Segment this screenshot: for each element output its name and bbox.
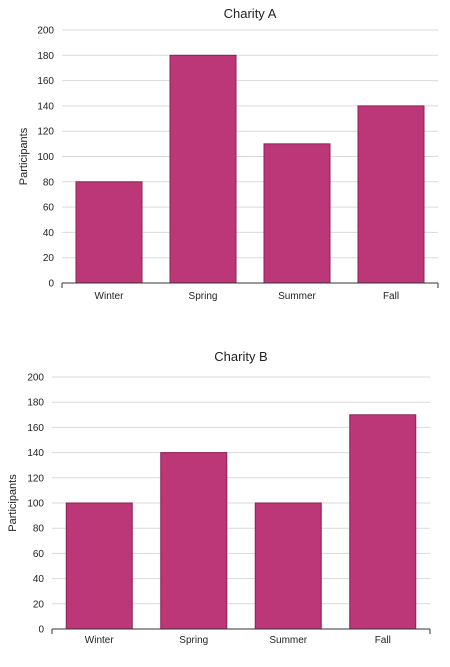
y-tick-label: 20 [33, 599, 45, 610]
x-tick-label: Fall [383, 291, 399, 302]
y-axis-label: Participants [7, 474, 19, 532]
x-tick-label: Spring [179, 635, 208, 646]
x-tick-label: Summer [278, 291, 316, 302]
y-tick-label: 200 [27, 373, 44, 384]
x-tick-label: Winter [95, 291, 125, 302]
y-tick-label: 80 [43, 177, 55, 188]
x-tick-label: Spring [189, 291, 218, 302]
y-tick-label: 100 [27, 499, 44, 510]
bar-spring [169, 54, 237, 284]
chart-title: Charity A [224, 6, 277, 21]
y-tick-label: 80 [33, 524, 45, 535]
y-tick-label: 140 [27, 448, 44, 459]
y-tick-label: 40 [33, 574, 45, 585]
bar-fall [357, 105, 425, 284]
bar-spring [160, 452, 228, 630]
y-tick-label: 180 [27, 398, 44, 409]
y-tick-label: 120 [37, 127, 54, 138]
chart-charity-b: 0 20 40 60 80 100 120 140 160 180 200 Winter Spring S… [7, 349, 431, 646]
y-tick-label: 0 [48, 279, 54, 290]
bar-fall [349, 414, 417, 630]
bar-summer [254, 502, 322, 630]
x-tick-label: Summer [269, 635, 307, 646]
y-tick-label: 0 [38, 625, 44, 636]
bar-summer [263, 143, 331, 284]
chart-title: Charity B [214, 349, 267, 364]
bar-winter [65, 502, 133, 630]
y-tick-label: 200 [37, 26, 54, 37]
y-axis-label: Participants [18, 127, 30, 185]
y-tick-label: 40 [43, 228, 55, 239]
y-tick-label: 100 [37, 152, 54, 163]
y-tick-label: 120 [27, 473, 44, 484]
y-tick-label: 60 [33, 549, 45, 560]
y-tick-label: 160 [27, 423, 44, 434]
y-tick-label: 180 [37, 51, 54, 62]
y-tick-label: 140 [37, 101, 54, 112]
y-tick-label: 60 [43, 203, 55, 214]
y-tick-label: 20 [43, 253, 55, 264]
x-tick-label: Fall [375, 635, 391, 646]
x-tick-label: Winter [85, 635, 115, 646]
bar-winter [75, 181, 143, 284]
y-tick-label: 160 [37, 76, 54, 87]
chart-charity-a: 0 20 40 60 80 100 120 140 160 180 200 Winter Spring S… [18, 6, 439, 302]
